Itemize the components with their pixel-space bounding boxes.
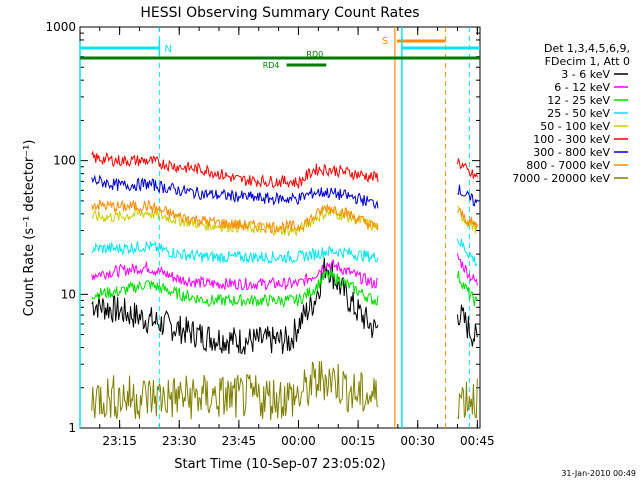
series-line-1-seg-0 — [91, 258, 379, 291]
x-tick-label: 23:30 — [162, 434, 197, 448]
legend-header-0: Det 1,3,4,5,6,9, — [544, 42, 630, 55]
series-line-2-seg-0 — [91, 269, 379, 308]
legend-entry-3: 25 - 50 keV — [547, 107, 610, 120]
legend-entry-1: 6 - 12 keV — [554, 81, 610, 94]
chart-title: HESSI Observing Summary Count Rates — [140, 5, 419, 21]
x-tick-label: 00:45 — [460, 434, 495, 448]
series-line-3-seg-0 — [91, 241, 379, 265]
timestamp-label: 31-Jan-2010 00:49 — [561, 469, 636, 478]
legend-entry-8: 7000 - 20000 keV — [512, 172, 610, 185]
legend-entry-4: 50 - 100 keV — [540, 120, 610, 133]
series-line-7-seg-1 — [457, 207, 478, 229]
series-line-8-seg-1 — [457, 378, 478, 420]
legend-entry-7: 800 - 7000 keV — [526, 159, 610, 172]
rd4-label: RD4 — [263, 61, 280, 70]
series-line-8-seg-0 — [91, 360, 379, 421]
n-label: N — [164, 44, 171, 55]
legend-entry-6: 300 - 800 keV — [533, 146, 610, 159]
x-tick-label: 00:15 — [341, 434, 376, 448]
y-tick-label: 10 — [61, 287, 76, 301]
legend-header-1: FDecim 1, Att 0 — [545, 55, 630, 68]
series-line-2-seg-1 — [456, 271, 478, 307]
legend-entry-2: 12 - 25 keV — [547, 94, 610, 107]
y-tick-label: 1 — [68, 421, 76, 435]
series-line-0-seg-0 — [91, 257, 379, 355]
legend-entry-0: 3 - 6 keV — [561, 68, 610, 81]
x-axis-label: Start Time (10-Sep-07 23:05:02) — [174, 457, 385, 472]
series-line-4-seg-0 — [91, 207, 379, 237]
series-line-6-seg-1 — [457, 184, 478, 207]
y-tick-label: 100 — [53, 154, 76, 168]
x-tick-label: 23:15 — [102, 434, 137, 448]
rd0-label: RD0 — [306, 50, 323, 59]
series-line-5-seg-0 — [91, 150, 379, 189]
x-tick-label: 00:30 — [400, 434, 435, 448]
y-tick-label: 1000 — [45, 20, 76, 34]
series-line-1-seg-1 — [456, 253, 478, 286]
series-line-6-seg-0 — [91, 174, 379, 210]
x-tick-label: 00:00 — [281, 434, 316, 448]
series-line-7-seg-0 — [91, 199, 379, 235]
s-label: S — [382, 36, 388, 47]
x-tick-label: 23:45 — [222, 434, 257, 448]
series-line-5-seg-1 — [456, 158, 478, 179]
series-line-3-seg-1 — [456, 238, 478, 267]
series-line-0-seg-1 — [456, 304, 478, 347]
y-axis-label: Count Rate (s⁻¹ detector⁻¹) — [22, 140, 37, 317]
legend-entry-5: 100 - 300 keV — [533, 133, 610, 146]
